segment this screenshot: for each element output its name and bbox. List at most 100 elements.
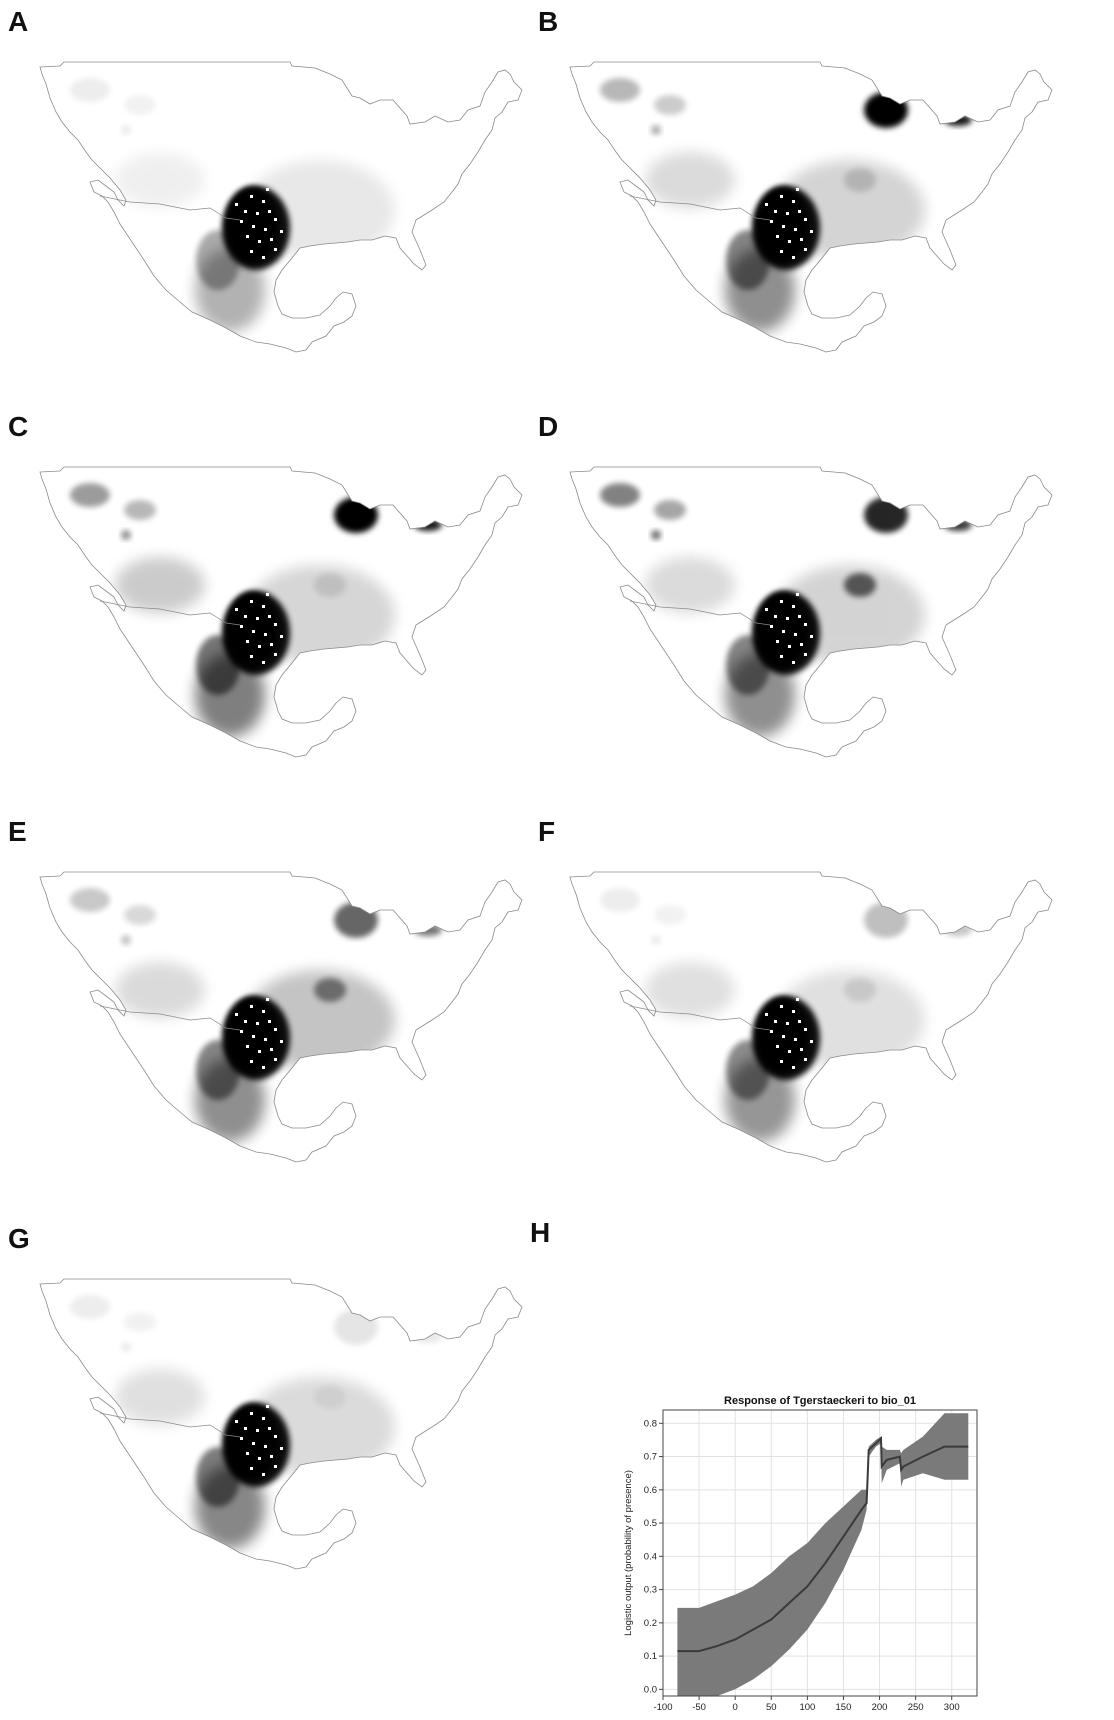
occurrence-point <box>240 625 243 628</box>
occurrence-point <box>798 615 801 618</box>
panel-label-F: F <box>538 816 556 847</box>
us-mexico-border <box>99 195 241 221</box>
us-mexico-border <box>99 1005 241 1031</box>
occurrence-point <box>765 1013 768 1016</box>
occurrence-point <box>776 640 779 643</box>
occurrence-point <box>252 1442 255 1445</box>
us-mexico-border <box>99 600 241 626</box>
occurrence-point <box>780 1005 783 1008</box>
occurrence-point <box>792 1010 795 1013</box>
occurrence-point <box>274 653 277 656</box>
occurrence-point <box>266 188 269 191</box>
occurrence-point <box>780 655 783 658</box>
occurrence-point <box>268 210 271 213</box>
occurrence-point <box>792 256 795 259</box>
occurrence-point <box>268 1020 271 1023</box>
x-tick-label: 250 <box>908 1702 924 1713</box>
occurrence-point <box>274 1435 277 1438</box>
occurrence-point <box>266 1405 269 1408</box>
y-tick-label: 0.4 <box>644 1551 657 1562</box>
occurrence-point <box>235 203 238 206</box>
occurrence-point <box>240 1437 243 1440</box>
chart-title: Response of Tgerstaeckeri to bio_01 <box>724 1395 916 1407</box>
occurrence-point <box>798 210 801 213</box>
occurrence-point <box>268 1427 271 1430</box>
confidence-band <box>677 1413 969 1696</box>
occurrence-point <box>794 1038 797 1041</box>
occurrence-point <box>270 1048 273 1051</box>
occurrence-point <box>264 1038 267 1041</box>
y-tick-label: 0.3 <box>644 1585 657 1596</box>
occurrence-point <box>258 645 261 648</box>
occurrence-point <box>274 1465 277 1468</box>
chart-band-layer <box>677 1413 969 1696</box>
occurrence-point <box>786 212 789 215</box>
occurrence-point <box>262 256 265 259</box>
panel-label-A: A <box>8 6 29 37</box>
occurrence-point <box>235 1013 238 1016</box>
occurrence-point <box>274 1028 277 1031</box>
occurrence-point <box>794 633 797 636</box>
panel-label-H: H <box>530 1217 551 1248</box>
occurrence-point <box>262 1010 265 1013</box>
occurrence-point <box>262 1417 265 1420</box>
chart-line-layer <box>677 1435 969 1653</box>
occurrence-point <box>266 593 269 596</box>
occurrence-point <box>256 212 259 215</box>
occurrence-point <box>264 1445 267 1448</box>
occurrence-point <box>810 635 813 638</box>
occurrence-point <box>804 1058 807 1061</box>
response-chart-svg: Response of Tgerstaeckeri to bio_01 -100… <box>623 1395 978 1720</box>
suitability-layer <box>70 1295 442 1549</box>
occurrence-point <box>246 235 249 238</box>
occurrence-point <box>262 200 265 203</box>
occurrence-point <box>786 617 789 620</box>
suitability-layer <box>70 888 442 1142</box>
x-tick-label: 50 <box>766 1702 777 1713</box>
x-tick-label: 0 <box>733 1702 738 1713</box>
chart-y-axis-label: Logistic output (probability of presence… <box>623 1470 634 1636</box>
occurrence-point <box>250 1060 253 1063</box>
chart-x-ticks: -100 -50 0 50 100 150 200 250 300 <box>653 1696 960 1713</box>
us-mexico-border <box>629 1005 771 1031</box>
panel-label-D: D <box>538 411 559 442</box>
occurrence-point <box>780 1060 783 1063</box>
occurrence-point <box>782 1035 785 1038</box>
occurrence-point <box>770 220 773 223</box>
occurrence-point <box>792 605 795 608</box>
occurrence-point <box>244 615 247 618</box>
occurrence-point <box>262 1473 265 1476</box>
occurrence-point <box>250 1467 253 1470</box>
occurrence-point <box>270 643 273 646</box>
occurrence-point <box>240 1030 243 1033</box>
occurrence-point <box>800 1048 803 1051</box>
occurrence-point <box>244 1020 247 1023</box>
suitability-map <box>39 61 523 353</box>
suitability-map <box>39 466 523 758</box>
occurrence-point <box>244 1427 247 1430</box>
x-tick-label: 300 <box>944 1702 960 1713</box>
occurrence-point <box>280 1040 283 1043</box>
occurrence-point <box>246 1045 249 1048</box>
occurrence-point <box>262 1066 265 1069</box>
occurrence-point <box>804 623 807 626</box>
occurrence-point <box>250 1412 253 1415</box>
occurrence-point <box>780 195 783 198</box>
occurrence-point <box>788 645 791 648</box>
country-outline <box>39 61 523 353</box>
occurrence-point <box>258 240 261 243</box>
x-tick-label: -100 <box>653 1702 672 1713</box>
occurrence-point <box>776 1045 779 1048</box>
occurrence-point <box>810 230 813 233</box>
occurrence-point <box>274 218 277 221</box>
occurrence-point <box>270 1455 273 1458</box>
panel-label-B: B <box>538 6 559 37</box>
occurrence-point <box>280 635 283 638</box>
occurrence-point <box>246 1452 249 1455</box>
occurrence-point <box>770 625 773 628</box>
chart-frame <box>662 1409 978 1697</box>
occurrence-point <box>800 643 803 646</box>
occurrence-point <box>796 998 799 1001</box>
occurrence-point <box>804 218 807 221</box>
occurrence-point <box>782 225 785 228</box>
